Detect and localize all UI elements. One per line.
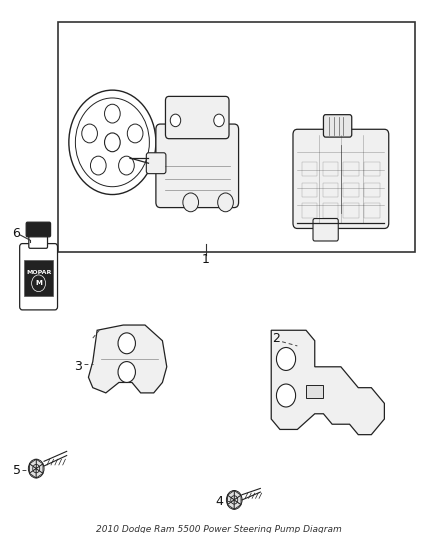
Polygon shape [234, 500, 241, 510]
FancyBboxPatch shape [313, 219, 338, 241]
Bar [25, 260, 53, 296]
Bar [306, 385, 323, 398]
Polygon shape [36, 464, 43, 473]
Text: MOPAR: MOPAR [26, 270, 51, 276]
Bar [343, 182, 359, 197]
Circle shape [170, 114, 181, 127]
FancyBboxPatch shape [26, 222, 50, 237]
Circle shape [276, 384, 296, 407]
Circle shape [218, 193, 233, 212]
FancyBboxPatch shape [156, 124, 239, 207]
Polygon shape [234, 495, 241, 505]
Bar [322, 161, 338, 176]
Polygon shape [227, 490, 234, 500]
Polygon shape [36, 459, 43, 469]
Circle shape [82, 124, 97, 143]
Text: M: M [35, 280, 42, 286]
Polygon shape [234, 490, 241, 500]
FancyBboxPatch shape [20, 244, 57, 310]
FancyBboxPatch shape [146, 153, 166, 174]
Text: 3: 3 [74, 360, 81, 373]
Bar [364, 204, 380, 218]
Bar [302, 182, 317, 197]
Polygon shape [29, 464, 36, 473]
Text: 6: 6 [12, 227, 20, 240]
Polygon shape [29, 459, 36, 469]
Polygon shape [227, 495, 234, 505]
Circle shape [118, 361, 135, 383]
Polygon shape [271, 330, 385, 434]
Bar [364, 161, 380, 176]
Circle shape [183, 193, 198, 212]
Polygon shape [227, 500, 234, 510]
Bar [302, 161, 317, 176]
Circle shape [105, 104, 120, 123]
Polygon shape [88, 325, 167, 393]
Circle shape [214, 114, 224, 127]
Circle shape [119, 156, 134, 175]
Text: 5: 5 [13, 464, 21, 477]
Circle shape [105, 133, 120, 152]
Bar [322, 204, 338, 218]
Bar [58, 22, 415, 252]
Text: 2010 Dodge Ram 5500 Power Steering Pump Diagram: 2010 Dodge Ram 5500 Power Steering Pump … [96, 525, 342, 533]
Text: 1: 1 [202, 253, 210, 266]
Bar [364, 182, 380, 197]
Bar [343, 161, 359, 176]
Bar [322, 182, 338, 197]
FancyBboxPatch shape [323, 115, 352, 137]
Polygon shape [29, 469, 36, 478]
Polygon shape [36, 469, 43, 478]
Circle shape [127, 124, 143, 143]
Circle shape [91, 156, 106, 175]
FancyBboxPatch shape [29, 232, 47, 248]
Bar [343, 204, 359, 218]
Text: 2: 2 [272, 332, 279, 345]
Circle shape [118, 333, 135, 354]
Text: 4: 4 [215, 495, 223, 508]
Circle shape [276, 348, 296, 370]
FancyBboxPatch shape [166, 96, 229, 139]
FancyBboxPatch shape [293, 130, 389, 229]
Circle shape [69, 90, 156, 195]
Bar [302, 204, 317, 218]
